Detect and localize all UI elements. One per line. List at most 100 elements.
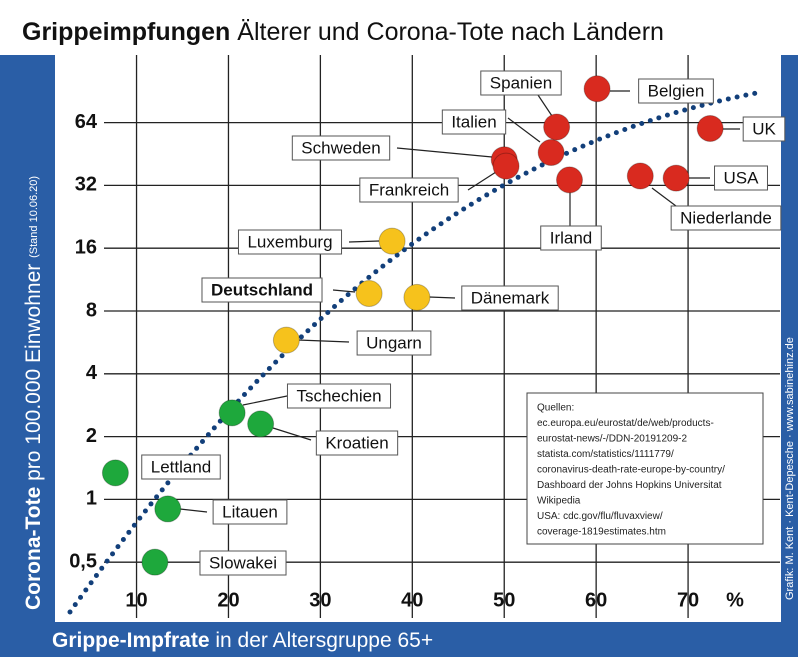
point-label: Tschechien	[296, 386, 381, 405]
point-label: UK	[752, 119, 776, 138]
chart-title: Grippeimpfungen Älterer und Corona-Tote …	[22, 18, 664, 46]
y-tick-label: 8	[86, 299, 97, 321]
source-line: Wikipedia	[537, 496, 581, 507]
right-band	[781, 55, 798, 657]
point-label: Spanien	[490, 73, 552, 92]
source-line: coverage-1819estimates.htm	[537, 527, 666, 538]
y-tick-label: 32	[75, 174, 97, 196]
point	[543, 113, 571, 141]
sources-frame	[526, 392, 764, 545]
leader-line	[272, 427, 312, 441]
leader-line	[537, 94, 553, 117]
point-label: Ungarn	[366, 333, 422, 352]
x-tick-label: 70	[677, 589, 699, 611]
point-label: Dänemark	[471, 288, 550, 307]
point-label: Luxemburg	[247, 232, 332, 251]
point-label: Schweden	[301, 138, 380, 157]
point	[626, 162, 654, 190]
point	[247, 410, 275, 438]
point	[555, 166, 583, 194]
point	[403, 283, 431, 311]
x-tick-label: 30	[309, 589, 331, 611]
source-line: statista.com/statistics/1111779/	[537, 449, 674, 460]
x-unit: %	[726, 589, 744, 611]
leader-line	[332, 289, 356, 293]
source-line: Quellen:	[537, 403, 574, 414]
point	[154, 495, 182, 523]
label-box	[461, 285, 559, 311]
label-box	[638, 78, 714, 104]
point	[662, 164, 690, 192]
x-tick-label: 20	[217, 589, 239, 611]
label-box	[237, 229, 343, 255]
point	[537, 139, 565, 167]
point	[101, 459, 129, 487]
point	[583, 75, 611, 103]
point	[696, 114, 724, 142]
leader-line	[297, 339, 350, 343]
label-box	[359, 177, 459, 203]
x-tick-label: 50	[493, 589, 515, 611]
x-label-bold: Grippe-Impfrate	[52, 629, 210, 652]
sources-box: Quellen: ec.europa.eu/eurostat/de/web/pro…	[526, 392, 764, 545]
y-tick-label: 1	[86, 488, 97, 510]
y-tick-label: 64	[75, 111, 98, 133]
label-box	[714, 165, 768, 191]
y-tick-label: 2	[86, 425, 97, 447]
point-label: Italien	[451, 112, 496, 131]
bottom-band	[0, 622, 798, 657]
label-box	[742, 116, 786, 142]
source-line: eurostat-news/-/DDN-20191209-2	[537, 434, 688, 445]
point-label: Irland	[550, 228, 593, 247]
label-box	[199, 550, 287, 576]
point-label: Deutschland	[211, 280, 313, 299]
label-box	[315, 430, 399, 456]
y-label-rest: pro 100.000 Einwohner	[22, 264, 45, 481]
label-box	[356, 330, 432, 356]
label-box	[480, 70, 562, 96]
y-label-note: (Stand 10.06.20)	[28, 176, 40, 258]
point	[378, 227, 406, 255]
label-box	[670, 205, 782, 231]
point	[218, 399, 246, 427]
title-rest: Älterer und Corona-Tote nach Ländern	[237, 18, 664, 46]
points	[101, 75, 724, 576]
trend-line	[67, 89, 765, 615]
source-line: Dashboard der Johns Hopkins Universitat	[537, 480, 722, 491]
point-label: Slowakei	[209, 553, 277, 572]
y-tick-label: 4	[86, 362, 98, 384]
leader-line	[651, 187, 677, 207]
left-band	[0, 55, 55, 657]
point-label: Niederlande	[680, 208, 772, 227]
label-box	[291, 135, 391, 161]
leader-line	[428, 296, 456, 299]
y-tick-label: 16	[75, 236, 97, 258]
label-box	[141, 454, 221, 480]
leader-line	[179, 508, 208, 513]
label-box	[201, 277, 323, 303]
leader-line	[348, 240, 380, 243]
label-box	[212, 499, 288, 525]
source-line: USA: cdc.gov/flu/fluvaxview/	[537, 511, 663, 522]
source-line: ec.europa.eu/eurostat/de/web/products-	[537, 418, 714, 429]
point-label: Lettland	[151, 457, 212, 476]
point-label: Litauen	[222, 502, 278, 521]
point	[272, 326, 300, 354]
point	[492, 152, 520, 180]
label-box	[286, 383, 392, 409]
point-label: Frankreich	[369, 180, 449, 199]
source-line: coronavirus-death-rate-europe-by-country…	[537, 465, 725, 476]
point-label: Kroatien	[325, 433, 388, 452]
y-tick-label: 0,5	[69, 550, 97, 572]
leader-line	[242, 394, 293, 406]
credit: Grafik: M. Kent · Kent-Depesche · www.sa…	[784, 337, 796, 600]
labels: Lettland Litauen Slowakei Tschechien Kroatie…	[141, 70, 786, 576]
x-tick-label: 60	[585, 589, 607, 611]
x-axis-label: Grippe-Impfrate in der Altersgruppe 65+	[52, 629, 433, 652]
leader-line	[507, 117, 541, 143]
y-axis-label: Corona-Tote pro 100.000 Einwohner (Stand…	[22, 176, 45, 610]
title-bold: Grippeimpfungen	[22, 18, 230, 46]
point-label: Belgien	[648, 81, 705, 100]
point	[141, 548, 169, 576]
